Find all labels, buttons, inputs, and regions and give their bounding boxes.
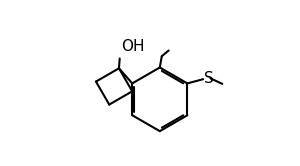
Text: S: S [204,71,214,86]
Text: OH: OH [122,39,145,54]
